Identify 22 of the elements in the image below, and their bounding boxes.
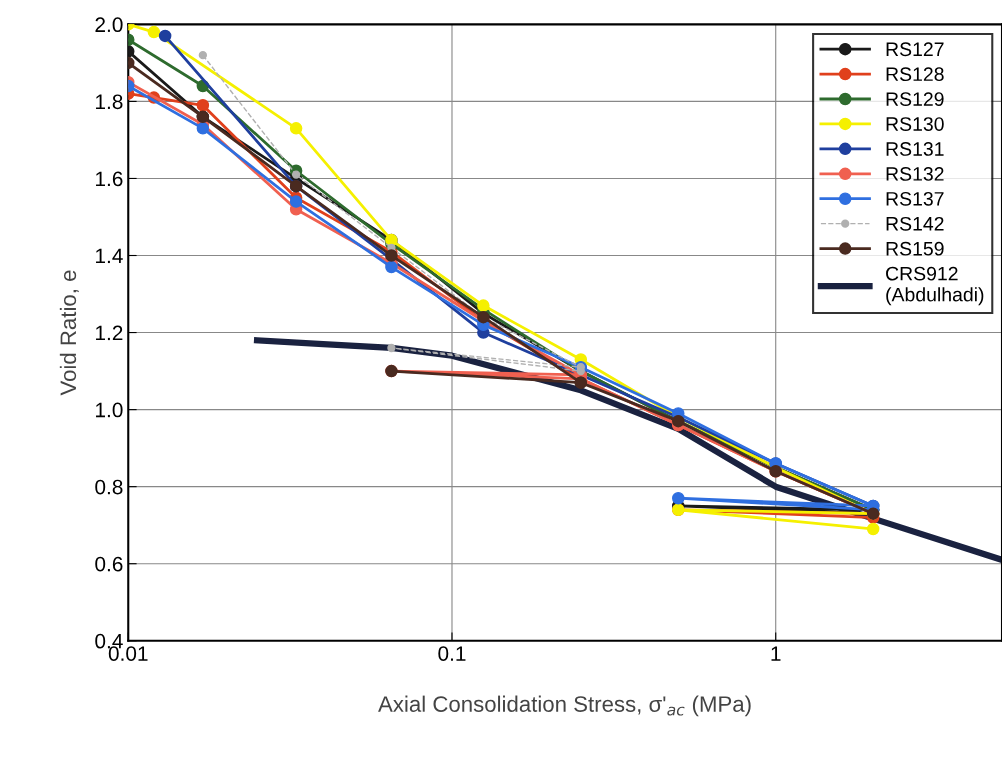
y-tick-label: 1.8 bbox=[96, 94, 123, 110]
x-tick-label: 1 bbox=[771, 646, 781, 661]
y-tick-label: 0.8 bbox=[95, 479, 123, 495]
legend-label: RS128 bbox=[886, 67, 944, 82]
y-tick-label: 1.6 bbox=[96, 171, 123, 187]
legend-label: RS130 bbox=[886, 117, 944, 131]
x-tick-label: 0.1 bbox=[438, 646, 466, 661]
y-tick-label: 1.0 bbox=[96, 402, 123, 418]
legend-label: RS132 bbox=[886, 167, 944, 181]
y-tick-label: 2.0 bbox=[95, 17, 123, 33]
y-axis-title: Void Ratio, e bbox=[59, 270, 79, 396]
legend-label: RS142 bbox=[886, 216, 944, 231]
legend-label: RS137 bbox=[886, 191, 944, 206]
y-tick-label: 1.2 bbox=[96, 325, 123, 341]
legend-label: CRS912 (Abdulhadi) bbox=[886, 266, 984, 306]
legend-label: RS129 bbox=[886, 92, 944, 106]
y-tick-label: 0.6 bbox=[95, 556, 123, 572]
y-tick-label: 1.4 bbox=[96, 248, 123, 264]
legend-label: RS131 bbox=[886, 142, 944, 156]
x-axis-title: Axial Consolidation Stress, σ'$_{ac}$ (MPa) bbox=[378, 695, 751, 717]
legend-label: RS127 bbox=[886, 42, 944, 57]
legend-label: RS159 bbox=[886, 241, 944, 256]
